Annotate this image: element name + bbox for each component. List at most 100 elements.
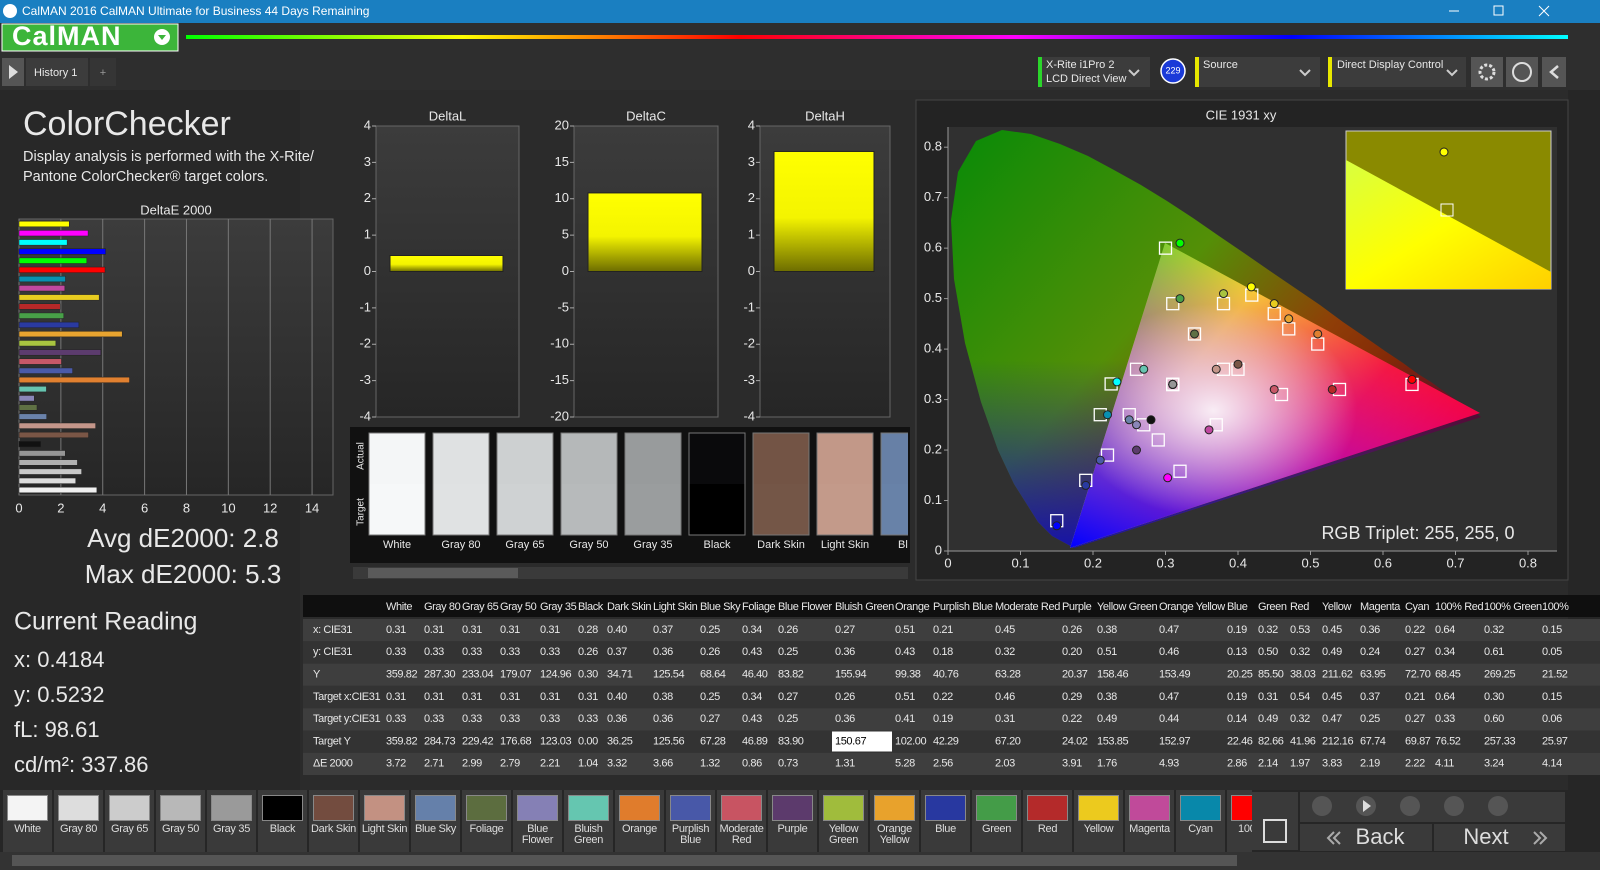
chart-title: CIE 1931 xy: [1206, 107, 1277, 122]
maximize-button[interactable]: [1493, 5, 1504, 16]
color-patch-button[interactable]: Blue Flower: [513, 790, 562, 852]
target-swatch: [625, 484, 681, 535]
table-cell: 4.93: [1159, 758, 1179, 770]
table-cell: 0.05: [1542, 646, 1562, 658]
color-patch-button[interactable]: Green: [972, 790, 1021, 852]
swatch-name: Gray 50: [569, 539, 608, 551]
color-patch-button[interactable]: Cyan: [1176, 790, 1225, 852]
x-tick-label: 0.1: [1011, 555, 1029, 570]
table-cell: 0.26: [578, 646, 598, 658]
column-header: Cyan: [1405, 601, 1429, 613]
bar: [18, 294, 100, 301]
color-patch-label: Gray 50: [161, 823, 200, 835]
bar: [18, 285, 66, 292]
table-cell: 284.73: [424, 735, 456, 747]
bottom-scroll-thumb[interactable]: [12, 855, 1237, 866]
table-cell: 3.83: [1322, 758, 1342, 770]
logo-button[interactable]: [1, 23, 179, 52]
color-patch-button[interactable]: Moderate Red: [717, 790, 766, 852]
table-cell: 0.27: [1405, 713, 1425, 725]
collapse-button[interactable]: [1542, 57, 1566, 87]
color-patch-button[interactable]: Orange: [615, 790, 664, 852]
swatch-name: Blue: [898, 539, 920, 551]
close-button[interactable]: [1538, 5, 1550, 17]
table-cell: 0.33: [540, 713, 560, 725]
table-cell: 0.25: [700, 624, 720, 636]
table-cell: 0.46: [1159, 646, 1179, 658]
back-button[interactable]: [1300, 824, 1432, 851]
color-patch-label: Foliage: [469, 823, 504, 835]
table-cell: 0.38: [653, 691, 673, 703]
help-button[interactable]: [1506, 57, 1538, 87]
table-cell: 0.29: [1062, 691, 1082, 703]
table-cell: 0.36: [1360, 624, 1380, 636]
table-cell: 2.19: [1360, 758, 1380, 770]
color-patch-button[interactable]: Purplish Blue: [666, 790, 715, 852]
control-button[interactable]: [1488, 796, 1508, 816]
color-patch-button[interactable]: Magenta: [1125, 790, 1174, 852]
actual-swatch: [753, 433, 809, 484]
control-button[interactable]: [1400, 796, 1420, 816]
color-patch-button[interactable]: White: [3, 790, 52, 852]
table-cell: 0.18: [933, 646, 953, 658]
x-tick-label: 0.3: [1156, 555, 1174, 570]
table-cell: 0.26: [835, 691, 855, 703]
y-tick-label: -3: [359, 372, 371, 387]
color-patch-button[interactable]: Yellow: [1074, 790, 1123, 852]
color-patch-button[interactable]: Foliage: [462, 790, 511, 852]
color-patch-button[interactable]: Light Skin: [360, 790, 409, 852]
color-patch-label: Black: [269, 823, 296, 835]
table-header: [303, 595, 1600, 617]
color-patch-button[interactable]: Gray 65: [105, 790, 154, 852]
bar: [18, 321, 80, 328]
next-button[interactable]: [1434, 824, 1565, 851]
bar: [18, 312, 65, 319]
table-cell: 1.31: [835, 758, 855, 770]
table-cell: 0.38: [1097, 624, 1117, 636]
table-cell: 72.70: [1405, 669, 1431, 681]
strip-scroll-thumb[interactable]: [368, 568, 518, 578]
color-patch-button[interactable]: Blue: [921, 790, 970, 852]
table-cell: 0.31: [1258, 691, 1278, 703]
bar: [18, 477, 76, 484]
color-patch-button[interactable]: Black: [258, 790, 307, 852]
target-swatch: [561, 484, 617, 535]
y-tick-label: 3: [748, 154, 755, 169]
y-tick-label: 15: [555, 154, 569, 169]
column-header: Gray 50: [500, 601, 537, 613]
color-patch-button[interactable]: Orange Yellow: [870, 790, 919, 852]
color-patch-button[interactable]: Yellow Green: [819, 790, 868, 852]
color-patch-button[interactable]: Gray 35: [207, 790, 256, 852]
settings-button[interactable]: [1471, 57, 1503, 87]
table-cell: 0.33: [462, 713, 482, 725]
color-patch: [58, 795, 99, 821]
table-cell: 233.04: [462, 669, 494, 681]
dropdown-arrow: [158, 35, 166, 40]
control-button[interactable]: [1444, 796, 1464, 816]
color-patch-button[interactable]: Blue Sky: [411, 790, 460, 852]
color-patch-button[interactable]: Dark Skin: [309, 790, 358, 852]
source-selector[interactable]: [1195, 57, 1320, 87]
color-patch-button[interactable]: Bluish Green: [564, 790, 613, 852]
bar: [18, 266, 106, 273]
target-point: [1166, 297, 1180, 311]
bar: [18, 486, 98, 494]
table-cell: 0.25: [1360, 713, 1380, 725]
color-patch-button[interactable]: 100%: [1227, 790, 1252, 852]
avg-de: Avg dE2000: 2.8: [87, 523, 279, 553]
pattern-id: 229: [1165, 65, 1180, 75]
add-tab[interactable]: [90, 58, 116, 86]
color-patch-button[interactable]: Gray 80: [54, 790, 103, 852]
pattern-badge[interactable]: [1160, 58, 1186, 84]
color-patch-button[interactable]: Red: [1023, 790, 1072, 852]
display-selector[interactable]: [1328, 57, 1466, 87]
table-cell: 179.07: [500, 669, 532, 681]
table-cell: 153.85: [1097, 735, 1129, 747]
control-button[interactable]: [1312, 796, 1332, 816]
bar: [18, 450, 66, 457]
color-patch-button[interactable]: Gray 50: [156, 790, 205, 852]
swatch-border: [560, 432, 618, 536]
table-cell: 0.31: [386, 624, 406, 636]
color-patch-button[interactable]: Purple: [768, 790, 817, 852]
history-tab[interactable]: [26, 58, 88, 86]
